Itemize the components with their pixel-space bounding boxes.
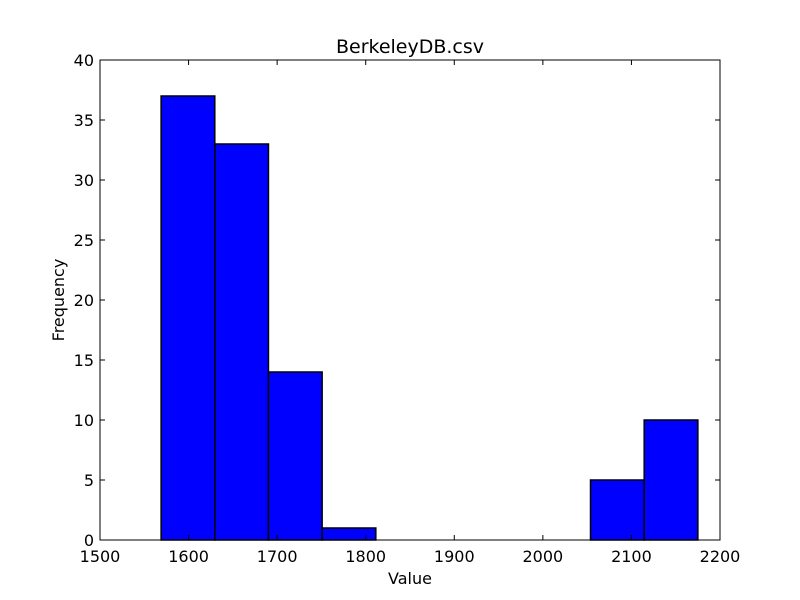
plot-frame [99, 59, 721, 541]
x-tick-label: 1800 [345, 547, 386, 566]
histogram-bar [160, 95, 216, 541]
x-axis-label: Value [388, 569, 432, 588]
histogram-bar [321, 527, 377, 541]
histogram-bar [214, 143, 270, 541]
y-tick-label: 0 [84, 531, 94, 550]
x-tick-label: 1900 [434, 547, 475, 566]
chart-title: BerkeleyDB.csv [336, 36, 484, 58]
y-axis-label: Frequency [49, 259, 68, 342]
y-tick-label: 35 [74, 111, 94, 130]
y-tick-label: 15 [74, 351, 94, 370]
x-tick-label: 1600 [168, 547, 209, 566]
x-tick-label: 2100 [611, 547, 652, 566]
y-tick-label: 20 [74, 291, 94, 310]
y-tick-label: 25 [74, 231, 94, 250]
histogram-bar [267, 371, 323, 541]
x-tick-label: 1700 [257, 547, 298, 566]
x-tick-label: 2000 [522, 547, 563, 566]
y-tick-label: 40 [74, 51, 94, 70]
bars-group [160, 95, 699, 541]
y-tick-label: 30 [74, 171, 94, 190]
histogram-bar [643, 419, 699, 541]
y-tick-label: 10 [74, 411, 94, 430]
x-tick-label: 2200 [700, 547, 741, 566]
histogram-bar [589, 479, 645, 541]
y-tick-label: 5 [84, 471, 94, 490]
ticks-group: 1500 1600 1700 1800 1900 2000 2100 2200 0 5 10 15 20… [74, 51, 741, 566]
x-tick-label: 1500 [80, 547, 121, 566]
